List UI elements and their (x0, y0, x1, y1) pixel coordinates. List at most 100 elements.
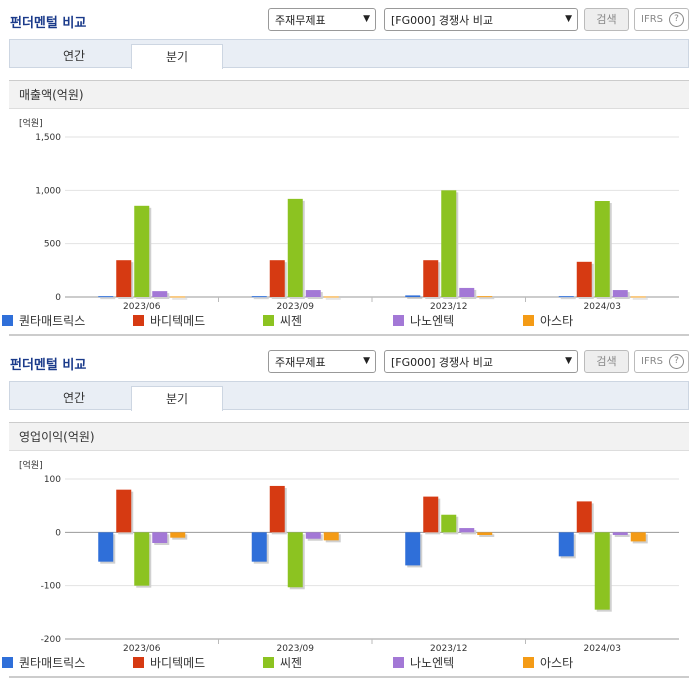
bar-shadow (560, 298, 576, 300)
y-tick-label: 0 (55, 293, 61, 303)
y-tick-label: -100 (41, 582, 62, 592)
chart-legend: 퀀타매트릭스 바디텍메드 씨젠 나노엔텍 아스타 (2, 312, 690, 328)
y-tick-label: 500 (44, 240, 61, 250)
comparison-select[interactable]: [FG000] 경쟁사 비교 ▼ (384, 350, 578, 373)
comparison-select[interactable]: [FG000] 경쟁사 비교 ▼ (384, 8, 578, 31)
bar (612, 290, 628, 297)
bar-shadow (407, 297, 423, 299)
x-tick-label: 2023/06 (123, 302, 161, 310)
bar (116, 489, 132, 533)
y-tick-label: 100 (44, 475, 61, 485)
bar (558, 532, 574, 557)
bar (323, 296, 339, 298)
legend-swatch (393, 315, 404, 326)
bar (441, 514, 457, 533)
legend-swatch (133, 657, 144, 668)
bar (459, 528, 475, 533)
statement-select[interactable]: 주재무제표 ▼ (268, 8, 376, 31)
x-tick-label: 2024/03 (584, 644, 621, 652)
bar (405, 532, 421, 566)
legend-swatch (2, 315, 13, 326)
bar-shadow (614, 534, 630, 537)
legend-swatch (523, 657, 534, 668)
ifrs-label: IFRS (641, 14, 663, 25)
search-button[interactable]: 검색 (584, 8, 629, 31)
search-button[interactable]: 검색 (584, 350, 629, 373)
bar (305, 290, 321, 297)
bar (287, 198, 303, 297)
bar (630, 296, 646, 298)
ifrs-button[interactable]: IFRS ? (634, 8, 689, 31)
bar (423, 496, 439, 533)
period-tabs: 연간 분기 (9, 381, 689, 411)
bar (323, 532, 339, 541)
ifrs-button[interactable]: IFRS ? (634, 350, 689, 373)
bar (612, 532, 628, 535)
bar (116, 260, 132, 297)
period-tabs: 연간 분기 (9, 39, 689, 69)
statement-select[interactable]: 주재무제표 ▼ (268, 350, 376, 373)
comparison-select-value: [FG000] 경쟁사 비교 (391, 356, 494, 369)
statement-select-value: 주재무제표 (275, 14, 326, 27)
legend-label: 퀀타매트릭스 (19, 656, 86, 670)
bar (405, 295, 421, 297)
help-icon[interactable]: ? (669, 354, 684, 369)
bar (251, 296, 267, 298)
bar (251, 532, 267, 562)
statement-select-value: 주재무제표 (275, 356, 326, 369)
y-tick-label: -200 (41, 635, 62, 645)
x-tick-label: 2024/03 (584, 302, 621, 310)
bar-shadow (100, 298, 116, 300)
bar-shadow (632, 298, 648, 300)
unit-label: [억원] (19, 459, 43, 471)
bar (594, 201, 610, 297)
legend-swatch (523, 315, 534, 326)
bar (477, 532, 493, 535)
operating-profit-section: 펀더멘털 비교 주재무제표 ▼ [FG000] 경쟁사 비교 ▼ 검색 IFRS… (0, 342, 696, 684)
divider (9, 676, 689, 678)
ifrs-label: IFRS (641, 356, 663, 367)
unit-label: [억원] (19, 117, 43, 129)
bar (287, 532, 303, 588)
help-icon[interactable]: ? (669, 12, 684, 27)
bar-shadow (479, 298, 495, 300)
bar-shadow (479, 534, 495, 537)
bar (269, 485, 285, 533)
x-tick-label: 2023/06 (123, 644, 161, 652)
legend-swatch (133, 315, 144, 326)
revenue-chart: [억원] 0 500 1,000 1,500 2023/06 2023/09 2023/12 2… (19, 117, 679, 310)
bar (170, 532, 186, 538)
legend-label: 아스타 (540, 314, 574, 328)
x-tick-label: 2023/09 (277, 644, 315, 652)
legend-label: 퀀타매트릭스 (19, 314, 86, 328)
bar (558, 296, 574, 298)
revenue-section: 펀더멘털 비교 주재무제표 ▼ [FG000] 경쟁사 비교 ▼ 검색 IFRS… (0, 0, 696, 340)
chevron-down-icon: ▼ (363, 356, 370, 366)
bar (269, 260, 285, 297)
legend-label: 씨젠 (280, 314, 303, 328)
y-tick-label: 1,500 (35, 133, 61, 143)
tab-quarterly[interactable]: 분기 (131, 386, 223, 411)
legend-label: 나노엔텍 (410, 656, 455, 670)
tab-annual[interactable]: 연간 (62, 49, 86, 63)
y-tick-label: 0 (55, 528, 61, 538)
legend-swatch (263, 657, 274, 668)
bar (576, 261, 592, 297)
tab-annual[interactable]: 연간 (62, 391, 86, 405)
bar (441, 190, 457, 297)
bar (152, 291, 168, 297)
bar (134, 532, 150, 586)
bar (630, 532, 646, 542)
section-title: 펀더멘털 비교 (10, 16, 87, 31)
bar (152, 532, 168, 543)
bar-shadow (253, 298, 269, 300)
chevron-down-icon: ▼ (565, 14, 572, 24)
bar-shadow (325, 298, 341, 300)
legend-label: 씨젠 (280, 656, 303, 670)
legend-label: 나노엔텍 (410, 314, 455, 328)
x-tick-label: 2023/12 (430, 302, 467, 310)
chevron-down-icon: ▼ (565, 356, 572, 366)
legend-label: 아스타 (540, 656, 574, 670)
legend-swatch (393, 657, 404, 668)
tab-quarterly[interactable]: 분기 (131, 44, 223, 69)
